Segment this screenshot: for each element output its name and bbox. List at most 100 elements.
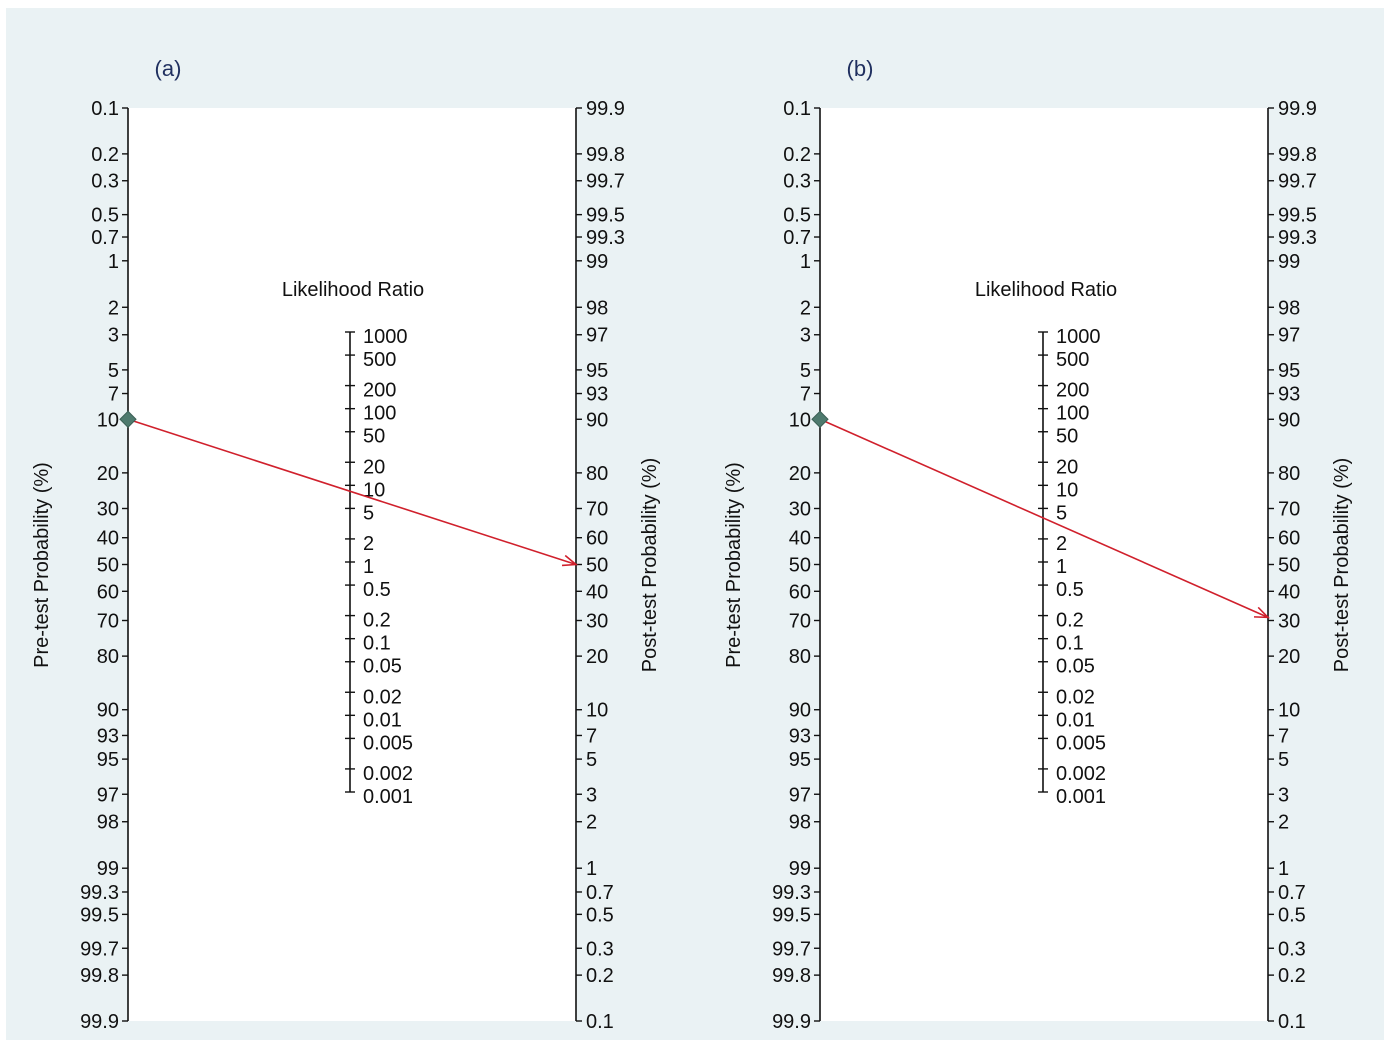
right-tick-label-a: 2 bbox=[586, 812, 597, 834]
left-tick-label-b: 2 bbox=[800, 297, 811, 319]
pre-test-marker-a bbox=[119, 410, 137, 428]
left-tick-label-a: 7 bbox=[108, 384, 119, 406]
arrow-head-b bbox=[1253, 606, 1270, 619]
right-tick-label-a: 99.7 bbox=[586, 171, 625, 193]
right-tick-label-b: 99.3 bbox=[1278, 227, 1317, 249]
right-tick-label-b: 95 bbox=[1278, 360, 1300, 382]
panel-b: (b) Pre-test Probability (%) Post-test P… bbox=[723, 56, 1353, 1033]
lr-tick-label-b: 0.02 bbox=[1056, 686, 1095, 708]
lr-tick-label-b: 0.2 bbox=[1056, 610, 1084, 632]
right-tick-label-a: 10 bbox=[586, 700, 608, 722]
lr-tick-label-b: 1 bbox=[1056, 556, 1067, 578]
lr-tick-label-a: 50 bbox=[363, 426, 385, 448]
lr-tick-label-a: 100 bbox=[363, 403, 396, 425]
lr-tick-label-b: 100 bbox=[1056, 403, 1089, 425]
arrow-head-a bbox=[561, 554, 579, 567]
lr-tick-label-b: 0.001 bbox=[1056, 786, 1106, 808]
lr-tick-label-a: 200 bbox=[363, 380, 396, 402]
right-tick-label-b: 90 bbox=[1278, 409, 1300, 431]
right-tick-label-b: 99.7 bbox=[1278, 171, 1317, 193]
right-tick-label-a: 50 bbox=[586, 555, 608, 577]
lr-axis-title-b: Likelihood Ratio bbox=[975, 279, 1117, 301]
left-tick-label-b: 99.7 bbox=[772, 938, 811, 960]
right-tick-label-b: 99.5 bbox=[1278, 205, 1317, 227]
right-tick-label-a: 99.9 bbox=[586, 98, 625, 120]
left-tick-label-b: 60 bbox=[789, 581, 811, 603]
left-tick-label-a: 99.5 bbox=[80, 904, 119, 926]
lr-tick-label-b: 5 bbox=[1056, 502, 1067, 524]
left-tick-label-b: 0.1 bbox=[783, 98, 811, 120]
right-tick-label-a: 97 bbox=[586, 325, 608, 347]
left-tick-label-a: 80 bbox=[97, 646, 119, 668]
panel-a: (a) Pre-test Probability (%) Post-test P… bbox=[31, 56, 661, 1033]
left-tick-label-b: 1 bbox=[800, 251, 811, 273]
left-tick-label-b: 95 bbox=[789, 749, 811, 771]
right-tick-label-b: 1 bbox=[1278, 858, 1289, 880]
right-tick-label-b: 20 bbox=[1278, 646, 1300, 668]
right-tick-label-b: 50 bbox=[1278, 555, 1300, 577]
left-tick-label-a: 30 bbox=[97, 498, 119, 520]
panel-label-b: (b) bbox=[847, 56, 874, 81]
lr-tick-label-a: 2 bbox=[363, 533, 374, 555]
right-tick-label-b: 97 bbox=[1278, 325, 1300, 347]
lr-tick-label-a: 0.002 bbox=[363, 763, 413, 785]
lr-tick-label-a: 10 bbox=[363, 479, 385, 501]
lr-tick-label-a: 0.1 bbox=[363, 633, 391, 655]
right-tick-label-a: 99.8 bbox=[586, 144, 625, 166]
left-tick-label-a: 0.7 bbox=[91, 227, 119, 249]
left-tick-label-a: 99.8 bbox=[80, 965, 119, 987]
left-tick-label-a: 90 bbox=[97, 700, 119, 722]
right-tick-label-b: 0.2 bbox=[1278, 965, 1306, 987]
right-tick-label-b: 10 bbox=[1278, 700, 1300, 722]
left-tick-label-a: 1 bbox=[108, 251, 119, 273]
lr-tick-label-b: 0.05 bbox=[1056, 656, 1095, 678]
lr-tick-label-b: 200 bbox=[1056, 380, 1089, 402]
left-tick-label-b: 90 bbox=[789, 700, 811, 722]
left-tick-label-b: 0.2 bbox=[783, 144, 811, 166]
right-tick-label-a: 1 bbox=[586, 858, 597, 880]
right-tick-label-a: 5 bbox=[586, 749, 597, 771]
right-tick-label-b: 70 bbox=[1278, 498, 1300, 520]
lr-tick-label-b: 20 bbox=[1056, 456, 1078, 478]
left-tick-label-b: 3 bbox=[800, 325, 811, 347]
left-tick-label-a: 3 bbox=[108, 325, 119, 347]
right-tick-label-a: 0.1 bbox=[586, 1011, 614, 1033]
right-tick-label-a: 80 bbox=[586, 463, 608, 485]
left-tick-label-a: 95 bbox=[97, 749, 119, 771]
right-tick-label-b: 99.8 bbox=[1278, 144, 1317, 166]
left-tick-label-a: 0.5 bbox=[91, 205, 119, 227]
left-tick-label-a: 50 bbox=[97, 555, 119, 577]
left-tick-label-a: 5 bbox=[108, 360, 119, 382]
right-tick-label-b: 30 bbox=[1278, 611, 1300, 633]
right-tick-label-a: 99.3 bbox=[586, 227, 625, 249]
lr-tick-label-a: 0.005 bbox=[363, 732, 413, 754]
lr-tick-label-a: 20 bbox=[363, 456, 385, 478]
left-tick-label-b: 99.9 bbox=[772, 1011, 811, 1033]
right-tick-label-b: 5 bbox=[1278, 749, 1289, 771]
left-tick-label-b: 7 bbox=[800, 384, 811, 406]
lr-tick-label-a: 0.2 bbox=[363, 610, 391, 632]
right-tick-label-a: 0.3 bbox=[586, 938, 614, 960]
left-tick-label-b: 93 bbox=[789, 725, 811, 747]
left-tick-label-b: 50 bbox=[789, 555, 811, 577]
left-tick-label-a: 0.1 bbox=[91, 98, 119, 120]
right-tick-label-a: 99.5 bbox=[586, 205, 625, 227]
plot-area-b bbox=[820, 108, 1268, 1021]
right-tick-label-a: 95 bbox=[586, 360, 608, 382]
right-tick-label-a: 70 bbox=[586, 498, 608, 520]
left-tick-label-a: 99.3 bbox=[80, 882, 119, 904]
lr-tick-label-b: 0.1 bbox=[1056, 633, 1084, 655]
right-tick-label-b: 3 bbox=[1278, 784, 1289, 806]
right-tick-label-a: 90 bbox=[586, 409, 608, 431]
left-axis-title-a: Pre-test Probability (%) bbox=[31, 462, 53, 668]
right-axis-title-b: Post-test Probability (%) bbox=[1331, 458, 1353, 673]
probability-line-a bbox=[127, 418, 577, 566]
right-tick-label-b: 0.7 bbox=[1278, 882, 1306, 904]
left-tick-label-a: 60 bbox=[97, 581, 119, 603]
left-tick-label-b: 70 bbox=[789, 611, 811, 633]
lr-tick-label-a: 0.001 bbox=[363, 786, 413, 808]
left-tick-label-b: 0.7 bbox=[783, 227, 811, 249]
right-tick-label-a: 0.5 bbox=[586, 904, 614, 926]
